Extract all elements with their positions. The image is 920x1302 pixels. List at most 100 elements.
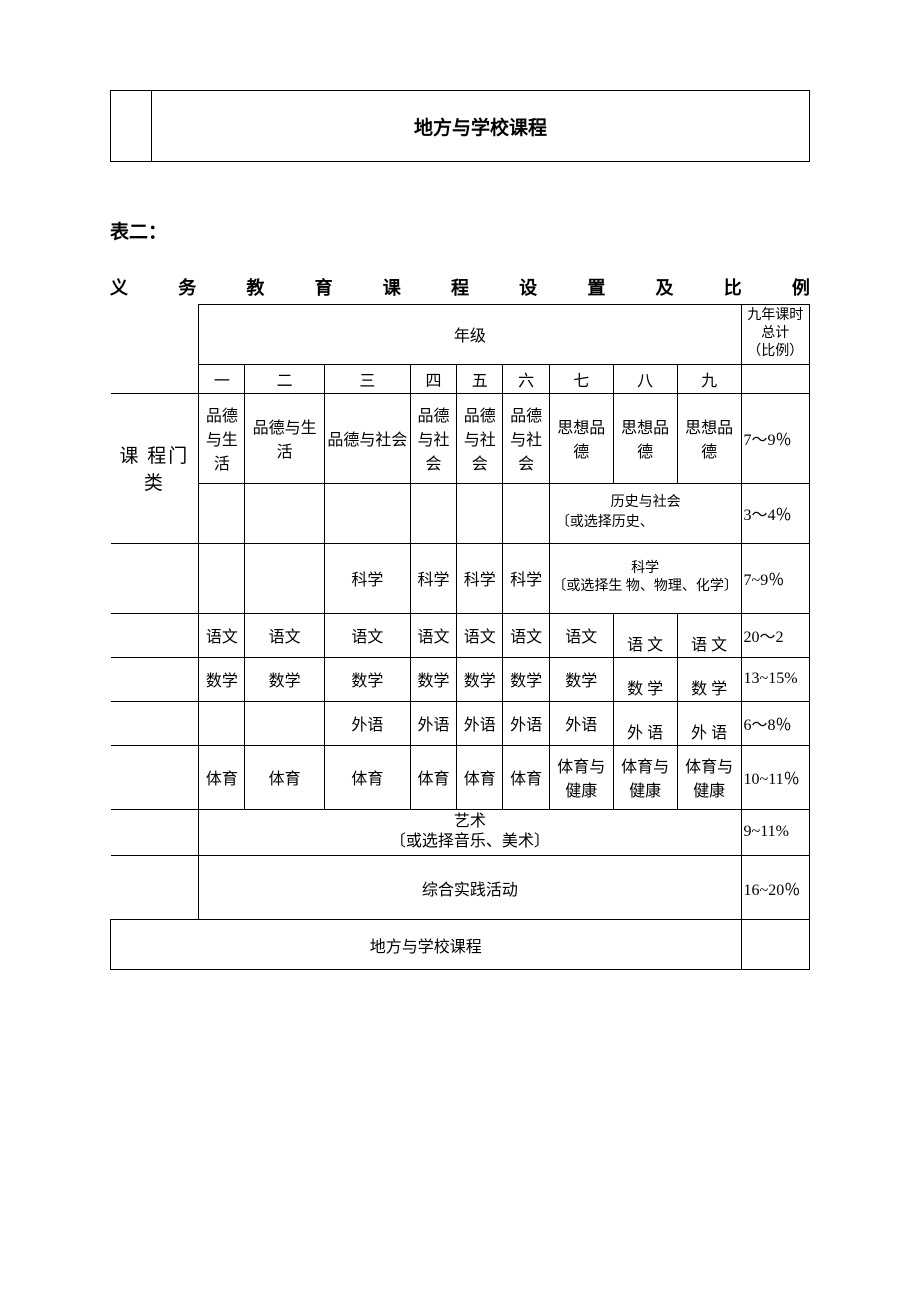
sci-79a: 科学 (631, 561, 659, 576)
ma-4: 数学 (410, 657, 456, 701)
fl-9: 外 语 (677, 701, 741, 745)
cn-1: 语文 (199, 613, 245, 657)
spread-char: 义 (110, 274, 128, 300)
moral-pct: 7〜9％ (741, 393, 809, 483)
ma-5: 数学 (457, 657, 503, 701)
sci-3: 科学 (324, 543, 410, 613)
corner-blank (111, 305, 199, 394)
spread-char: 课 (383, 274, 401, 300)
spread-char: 例 (792, 274, 810, 300)
pe-8: 体育与健康 (613, 745, 677, 809)
col-g4: 四 (410, 364, 456, 393)
fl-pct: 6〜8％ (741, 701, 809, 745)
side-blank6 (111, 809, 199, 856)
hist-6 (503, 483, 549, 543)
moral-3: 品德与社会 (324, 393, 410, 483)
col-total-blank (741, 364, 809, 393)
hist-2 (245, 483, 324, 543)
fl-4: 外语 (410, 701, 456, 745)
spread-title: 义 务 教 育 课 程 设 置 及 比 例 (110, 274, 810, 300)
cn-4: 语文 (410, 613, 456, 657)
side-blank (111, 543, 199, 613)
art-pct: 9~11% (741, 809, 809, 856)
fl-8: 外 语 (613, 701, 677, 745)
moral-6: 品德与社会 (503, 393, 549, 483)
spread-char: 程 (451, 274, 469, 300)
side-blank2 (111, 613, 199, 657)
cn-pct: 20〜2 (741, 613, 809, 657)
header-total-text: 九年课时总计 (747, 308, 803, 341)
title-text: 地方与学校课程 (152, 113, 809, 140)
fl-1 (199, 701, 245, 745)
col-g2: 二 (245, 364, 324, 393)
moral-4: 品德与社会 (410, 393, 456, 483)
ma-1: 数学 (199, 657, 245, 701)
section-label: 表二： (110, 217, 810, 244)
ma-9: 数 学 (677, 657, 741, 701)
sci-79b: 〔或选择生 物、物理、化学〕 (552, 579, 738, 594)
hist-4 (410, 483, 456, 543)
pe-9: 体育与健康 (677, 745, 741, 809)
pe-2: 体育 (245, 745, 324, 809)
sci-2 (245, 543, 324, 613)
sci-4: 科学 (410, 543, 456, 613)
art-sub: 〔或选择音乐、美术〕 (390, 833, 550, 850)
spread-char: 及 (656, 274, 674, 300)
spread-char: 置 (587, 274, 605, 300)
side-blank7 (111, 856, 199, 920)
hist-3 (324, 483, 410, 543)
sci-79: 科学 〔或选择生 物、物理、化学〕 (549, 543, 741, 613)
cn-3: 语文 (324, 613, 410, 657)
hist-5 (457, 483, 503, 543)
moral-1: 品德与生活 (199, 393, 245, 483)
spread-char: 育 (315, 274, 333, 300)
header-total: 九年课时总计 （比例） (741, 305, 809, 365)
title-box: 地方与学校课程 (110, 90, 810, 162)
pe-3: 体育 (324, 745, 410, 809)
moral-7: 思想品德 (549, 393, 613, 483)
ma-2: 数学 (245, 657, 324, 701)
pe-6: 体育 (503, 745, 549, 809)
practice-pct: 16~20％ (741, 856, 809, 920)
fl-5: 外语 (457, 701, 503, 745)
col-g1: 一 (199, 364, 245, 393)
col-g8: 八 (613, 364, 677, 393)
spread-char: 设 (519, 274, 537, 300)
moral-9: 思想品德 (677, 393, 741, 483)
art-label: 艺术 (454, 813, 486, 830)
fl-7: 外语 (549, 701, 613, 745)
pe-5: 体育 (457, 745, 503, 809)
header-grade: 年级 (199, 305, 741, 365)
cn-9: 语 文 (677, 613, 741, 657)
fl-2 (245, 701, 324, 745)
col-g3: 三 (324, 364, 410, 393)
side-label: 课 程门 类 (111, 393, 199, 543)
cn-6: 语文 (503, 613, 549, 657)
ma-pct: 13~15% (741, 657, 809, 701)
ma-8: 数 学 (613, 657, 677, 701)
sci-1 (199, 543, 245, 613)
ma-7: 数学 (549, 657, 613, 701)
side-blank4 (111, 701, 199, 745)
sci-5: 科学 (457, 543, 503, 613)
spread-char: 教 (246, 274, 264, 300)
moral-2: 品德与生活 (245, 393, 324, 483)
cn-2: 语文 (245, 613, 324, 657)
spread-char: 务 (178, 274, 196, 300)
fl-6: 外语 (503, 701, 549, 745)
side-blank5 (111, 745, 199, 809)
hist-1 (199, 483, 245, 543)
local-pct (741, 920, 809, 970)
ma-6: 数学 (503, 657, 549, 701)
fl-3: 外语 (324, 701, 410, 745)
pe-1: 体育 (199, 745, 245, 809)
col-g7: 七 (549, 364, 613, 393)
art-cell: 艺术 〔或选择音乐、美术〕 (199, 809, 741, 856)
hist-79: 历史与社会 〔或选择历史、 (549, 483, 741, 543)
pe-7: 体育与健康 (549, 745, 613, 809)
sci-6: 科学 (503, 543, 549, 613)
header-ratio-text: （比例） (747, 344, 803, 359)
moral-8: 思想品德 (613, 393, 677, 483)
col-g6: 六 (503, 364, 549, 393)
cn-5: 语文 (457, 613, 503, 657)
